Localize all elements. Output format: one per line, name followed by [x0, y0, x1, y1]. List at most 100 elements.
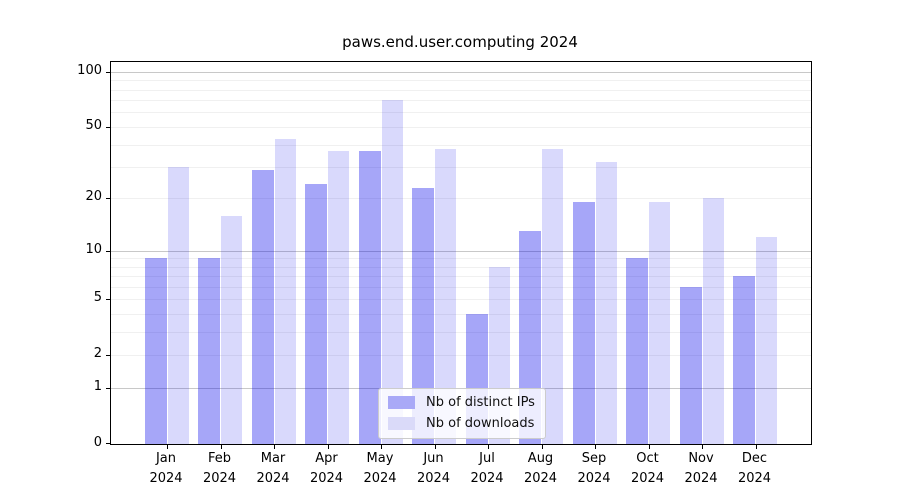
gridline-minor-7 [111, 275, 811, 277]
year-label: 2024 [523, 471, 558, 486]
year-label: 2024 [149, 471, 183, 486]
x-tick-jun [434, 445, 436, 449]
gridline-minor-30 [111, 166, 811, 168]
x-tick-label-jun: Jun 2024 [399, 449, 469, 489]
gridline-minor-40 [111, 144, 811, 146]
bar-downloads-jan [167, 167, 189, 444]
bar-distinct-ips-dec [733, 276, 755, 444]
x-tick-label-dec: Dec 2024 [720, 449, 790, 489]
gridline-minor-80 [111, 89, 811, 91]
gridline-minor-8 [111, 266, 811, 268]
gridline-minor-4 [111, 313, 811, 315]
x-tick-apr [327, 445, 329, 449]
bar-distinct-ips-jan [144, 258, 167, 444]
bar-downloads-dec [756, 237, 777, 444]
year-label: 2024 [470, 471, 504, 486]
x-tick-label-aug: Aug 2024 [506, 449, 576, 489]
x-tick-label-jul: Jul 2024 [452, 449, 522, 489]
gridline-minor-5 [111, 298, 811, 300]
y-tick-5 [106, 298, 110, 300]
year-label: 2024 [630, 471, 665, 486]
year-label: 2024 [737, 471, 772, 486]
gridline-major-100 [111, 71, 811, 73]
gridline-minor-90 [111, 79, 811, 81]
y-tick-label-20: 20 [85, 189, 102, 205]
y-tick-1 [106, 387, 110, 389]
gridline-minor-20 [111, 197, 811, 199]
year-label: 2024 [684, 471, 718, 486]
legend-label-downloads: Nb of downloads [426, 416, 535, 431]
y-tick-10 [106, 250, 110, 252]
month-label: Dec [741, 451, 768, 466]
legend-item-downloads: Nb of downloads [388, 415, 535, 432]
x-tick-label-oct: Oct 2024 [613, 449, 683, 489]
x-tick-may [381, 445, 382, 449]
legend-swatch-distinct-ips [388, 396, 415, 409]
bar-downloads-may [381, 100, 403, 444]
bar-distinct-ips-may [358, 150, 381, 444]
bar-downloads-sep [595, 162, 617, 444]
month-label: Jun [423, 451, 444, 466]
legend: Nb of distinct IPs Nb of downloads [378, 388, 546, 439]
gridline-minor-6 [111, 286, 811, 288]
x-tick-label-jan: Jan 2024 [131, 449, 201, 489]
bar-downloads-feb [221, 215, 242, 444]
gridline-minor-9 [111, 257, 811, 259]
legend-item-distinct-ips: Nb of distinct IPs [388, 394, 535, 411]
y-tick-label-5: 5 [93, 290, 102, 306]
x-tick-label-apr: Apr 2024 [292, 449, 362, 489]
x-tick-label-may: May 2024 [345, 449, 415, 489]
x-tick-jul [488, 445, 489, 449]
bar-distinct-ips-sep [572, 202, 595, 444]
y-tick-label-10: 10 [85, 241, 102, 257]
x-tick-dec [755, 445, 757, 449]
bar-distinct-ips-apr [305, 184, 327, 444]
month-label: Jan [155, 451, 177, 466]
x-tick-feb [220, 445, 222, 449]
gridline-minor-3 [111, 331, 811, 333]
year-label: 2024 [256, 471, 290, 486]
x-tick-label-mar: Mar 2024 [238, 449, 308, 489]
year-label: 2024 [416, 471, 451, 486]
bar-downloads-mar [274, 138, 296, 444]
gridline-minor-2 [111, 354, 811, 356]
gridline-minor-60 [111, 111, 811, 113]
x-tick-mar [274, 445, 275, 449]
month-label: Mar [260, 451, 286, 466]
bar-downloads-jun [435, 148, 456, 444]
legend-swatch-downloads [388, 417, 415, 430]
bar-distinct-ips-jun [412, 187, 434, 444]
chart-title: paws.end.user.computing 2024 [342, 33, 578, 51]
y-tick-label-2: 2 [93, 346, 102, 362]
bar-downloads-nov [702, 198, 724, 444]
legend-label-distinct-ips: Nb of distinct IPs [426, 395, 535, 410]
month-label: Feb [207, 451, 232, 466]
x-tick-label-sep: Sep 2024 [559, 449, 629, 489]
x-tick-label-nov: Nov 2024 [666, 449, 736, 489]
y-tick-20 [106, 197, 110, 199]
month-label: May [366, 451, 394, 466]
bar-distinct-ips-feb [198, 258, 220, 444]
plot-area: Nb of distinct IPs Nb of downloads [106, 61, 812, 449]
bar-distinct-ips-oct [626, 258, 648, 444]
bar-downloads-apr [328, 150, 349, 444]
bar-distinct-ips-mar [251, 169, 274, 444]
gridline-minor-50 [111, 126, 811, 128]
month-label: Apr [315, 451, 338, 466]
x-tick-jan [167, 445, 168, 449]
year-label: 2024 [363, 471, 397, 486]
y-tick-50 [106, 126, 110, 128]
month-label: Sep [581, 451, 607, 466]
y-tick-label-100: 100 [77, 62, 102, 78]
x-tick-nov [702, 445, 703, 449]
year-label: 2024 [202, 471, 237, 486]
month-label: Nov [688, 451, 714, 466]
month-label: Jul [479, 451, 495, 466]
x-tick-label-feb: Feb 2024 [185, 449, 255, 489]
y-tick-0 [106, 443, 110, 444]
y-tick-label-50: 50 [85, 117, 102, 133]
y-tick-100 [106, 71, 110, 73]
month-label: Oct [636, 451, 659, 466]
year-label: 2024 [309, 471, 344, 486]
